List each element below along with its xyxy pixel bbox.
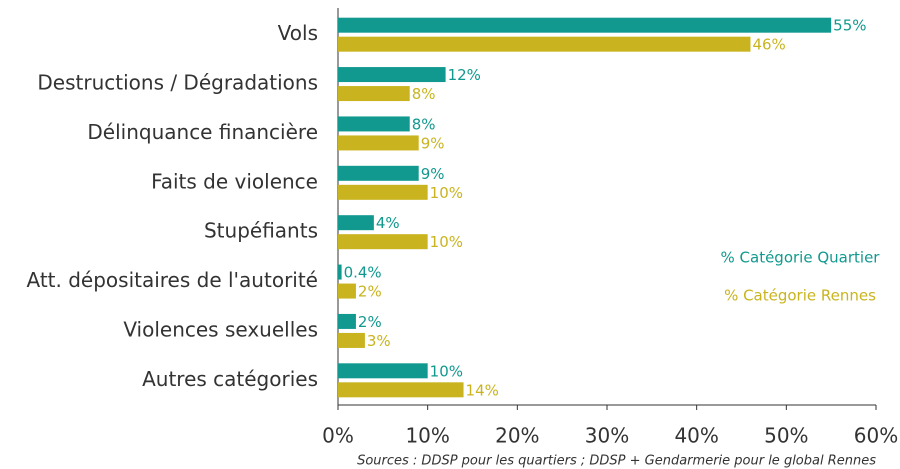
category-label: Vols <box>278 21 318 45</box>
bar <box>338 215 374 231</box>
value-label: 46% <box>752 36 785 54</box>
bar <box>338 165 419 181</box>
x-tick-label: 50% <box>764 424 808 448</box>
source: Sources : DDSP pour les quartiers ; DDSP… <box>357 454 876 469</box>
value-label: 12% <box>448 66 481 84</box>
value-label: 10% <box>430 233 463 251</box>
bar <box>338 36 751 52</box>
x-tick-label: 20% <box>495 424 539 448</box>
value-label: 9% <box>421 134 445 152</box>
category-label: Autres catégories <box>142 367 318 391</box>
bar <box>338 363 428 379</box>
category-label: Att. dépositaires de l'autorité <box>26 268 318 292</box>
bar <box>338 86 410 102</box>
value-label: 14% <box>466 381 499 399</box>
legend-entry: % Catégorie Quartier <box>721 249 881 267</box>
value-label: 0.4% <box>344 264 382 282</box>
bar <box>338 184 428 200</box>
x-tick-label: 30% <box>585 424 629 448</box>
bar <box>338 313 356 329</box>
x-tick-label: 40% <box>674 424 718 448</box>
value-label: 8% <box>412 115 436 133</box>
bar <box>338 234 428 250</box>
value-label: 9% <box>421 165 445 183</box>
value-label: 8% <box>412 85 436 103</box>
x-tick-label: 0% <box>322 424 354 448</box>
value-label: 3% <box>367 332 391 350</box>
bar <box>338 283 356 299</box>
bar <box>338 17 832 33</box>
bar <box>338 67 446 83</box>
bar <box>338 332 365 348</box>
category-label: Violences sexuelles <box>123 317 318 341</box>
category-label: Délinquance financière <box>87 120 318 144</box>
value-label: 10% <box>430 184 463 202</box>
value-label: 4% <box>376 214 400 232</box>
category-label: Destructions / Dégradations <box>37 71 318 95</box>
x-tick-label: 10% <box>405 424 449 448</box>
bar <box>338 382 464 398</box>
category-label: Faits de violence <box>151 169 318 193</box>
x-tick-label: 60% <box>854 424 898 448</box>
value-label: 10% <box>430 362 463 380</box>
bar <box>338 116 410 132</box>
value-label: 55% <box>833 17 866 35</box>
category-label: Stupéfiants <box>204 219 318 243</box>
bar <box>338 135 419 151</box>
value-label: 2% <box>358 313 382 331</box>
legend-entry: % Catégorie Rennes <box>724 287 876 305</box>
value-label: 2% <box>358 283 382 301</box>
bar <box>338 264 342 280</box>
